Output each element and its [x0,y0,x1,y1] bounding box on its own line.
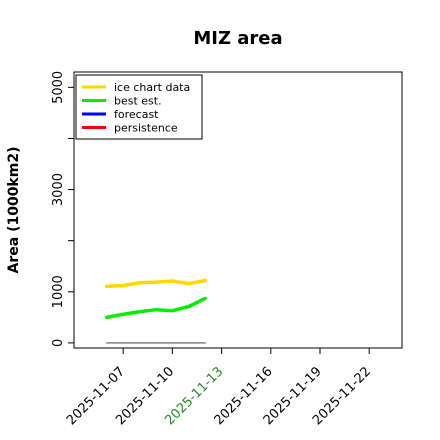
y-tick-label: 1000 [51,275,66,308]
y-axis: 0 1000 3000 5000 [51,71,74,347]
x-axis: 2025-11-072025-11-102025-11-132025-11-16… [64,348,374,428]
legend-label: forecast [114,108,159,121]
series-layer [105,278,207,344]
y-tick-label: 5000 [51,71,66,104]
legend-label: ice chart data [114,81,190,94]
series-line-ice-chart-data [105,278,207,288]
legend-label: persistence [114,122,178,135]
y-tick-label: 3000 [51,173,66,206]
chart-title: MIZ area [193,28,282,49]
plot-area [73,71,403,349]
series-line-best-est- [105,296,207,320]
legend-label: best est. [114,95,162,108]
y-axis-label: Area (1000km2) [6,147,22,274]
y-tick-label: 0 [51,339,66,347]
plot-frame [73,71,403,349]
